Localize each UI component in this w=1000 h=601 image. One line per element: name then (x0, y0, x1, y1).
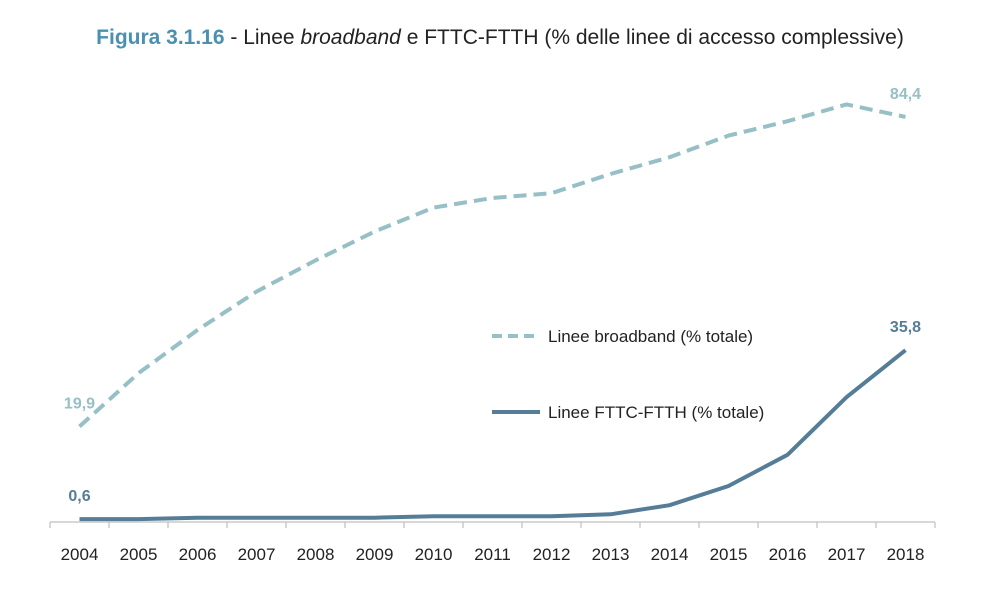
x-tick-label: 2008 (297, 545, 335, 564)
title-italic: broadband (300, 26, 401, 49)
x-tick-label: 2014 (651, 545, 689, 564)
x-tick-label: 2013 (592, 545, 630, 564)
series-line-fttc (79, 348, 907, 522)
data-label: 84,4 (890, 86, 921, 103)
x-tick-label: 2011 (474, 545, 511, 564)
title-separator: - Linee (224, 26, 301, 49)
data-label: 19,9 (64, 395, 95, 412)
x-tick-label: 2010 (415, 545, 453, 564)
x-tick-label: 2016 (769, 545, 807, 564)
x-tick-label: 2012 (533, 545, 571, 564)
x-tick-label: 2015 (710, 545, 748, 564)
figure-number: Figura 3.1.16 (96, 26, 225, 49)
x-tick-label: 2017 (828, 545, 866, 564)
x-tick-label: 2009 (356, 545, 394, 564)
x-tick-label: 2007 (238, 545, 276, 564)
x-tick-label: 2018 (887, 545, 925, 564)
data-label: 0,6 (68, 488, 90, 505)
data-label: 35,8 (890, 319, 921, 336)
x-tick-label: 2005 (120, 545, 158, 564)
x-tick-label: 2006 (179, 545, 217, 564)
series-line-broadband (78, 102, 906, 428)
legend-label: Linee broadband (% totale) (548, 327, 753, 346)
x-tick-label: 2004 (61, 545, 99, 564)
title-rest: e FTTC-FTTH (% delle linee di accesso co… (400, 26, 904, 49)
chart-title: Figura 3.1.16 - Linee broadband e FTTC-F… (0, 26, 1000, 50)
legend-label: Linee FTTC-FTTH (% totale) (548, 403, 764, 422)
